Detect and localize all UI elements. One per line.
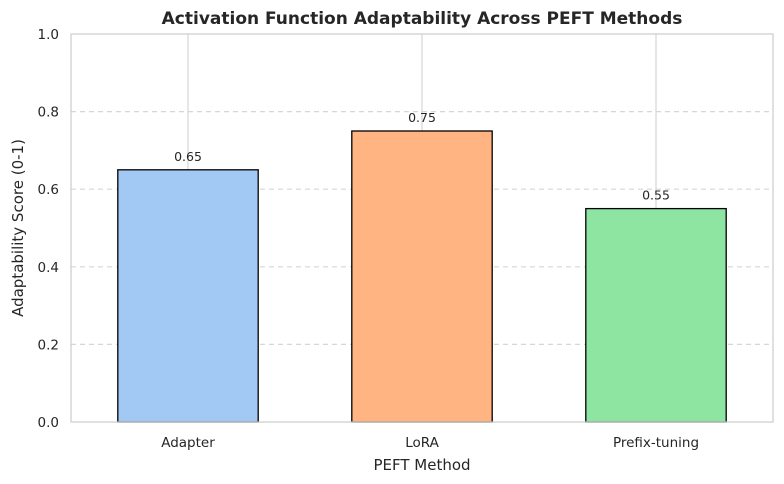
data-labels: 0.65 0.75 0.55 bbox=[174, 110, 670, 203]
bar-adapter bbox=[117, 169, 259, 423]
y-tick-label: 0.4 bbox=[38, 260, 59, 276]
data-label: 0.55 bbox=[642, 188, 670, 203]
y-tick-label: 0.6 bbox=[38, 182, 59, 198]
plot-frame bbox=[70, 33, 774, 423]
chart-title: Activation Function Adaptability Across … bbox=[162, 9, 683, 29]
x-tick-label: LoRA bbox=[405, 435, 439, 451]
bar-lora bbox=[351, 130, 493, 423]
data-label: 0.65 bbox=[174, 149, 202, 164]
bars bbox=[117, 130, 727, 423]
x-tick-label: Adapter bbox=[161, 435, 215, 451]
data-label: 0.75 bbox=[408, 110, 436, 125]
x-axis-label: PEFT Method bbox=[373, 456, 470, 474]
bar-prefix-tuning bbox=[585, 207, 727, 423]
y-tick-label: 0.8 bbox=[38, 105, 59, 121]
x-tick-label: Prefix-tuning bbox=[613, 435, 699, 451]
y-tick-label: 1.0 bbox=[38, 27, 59, 43]
ticks: 0.0 0.2 0.4 0.6 0.8 1.0 Adapter LoRA Prefix-tuni… bbox=[38, 27, 700, 451]
y-tick-label: 0.0 bbox=[38, 415, 59, 431]
y-tick-label: 0.2 bbox=[38, 337, 59, 353]
y-axis-label: Adaptability Score (0-1) bbox=[9, 139, 27, 317]
